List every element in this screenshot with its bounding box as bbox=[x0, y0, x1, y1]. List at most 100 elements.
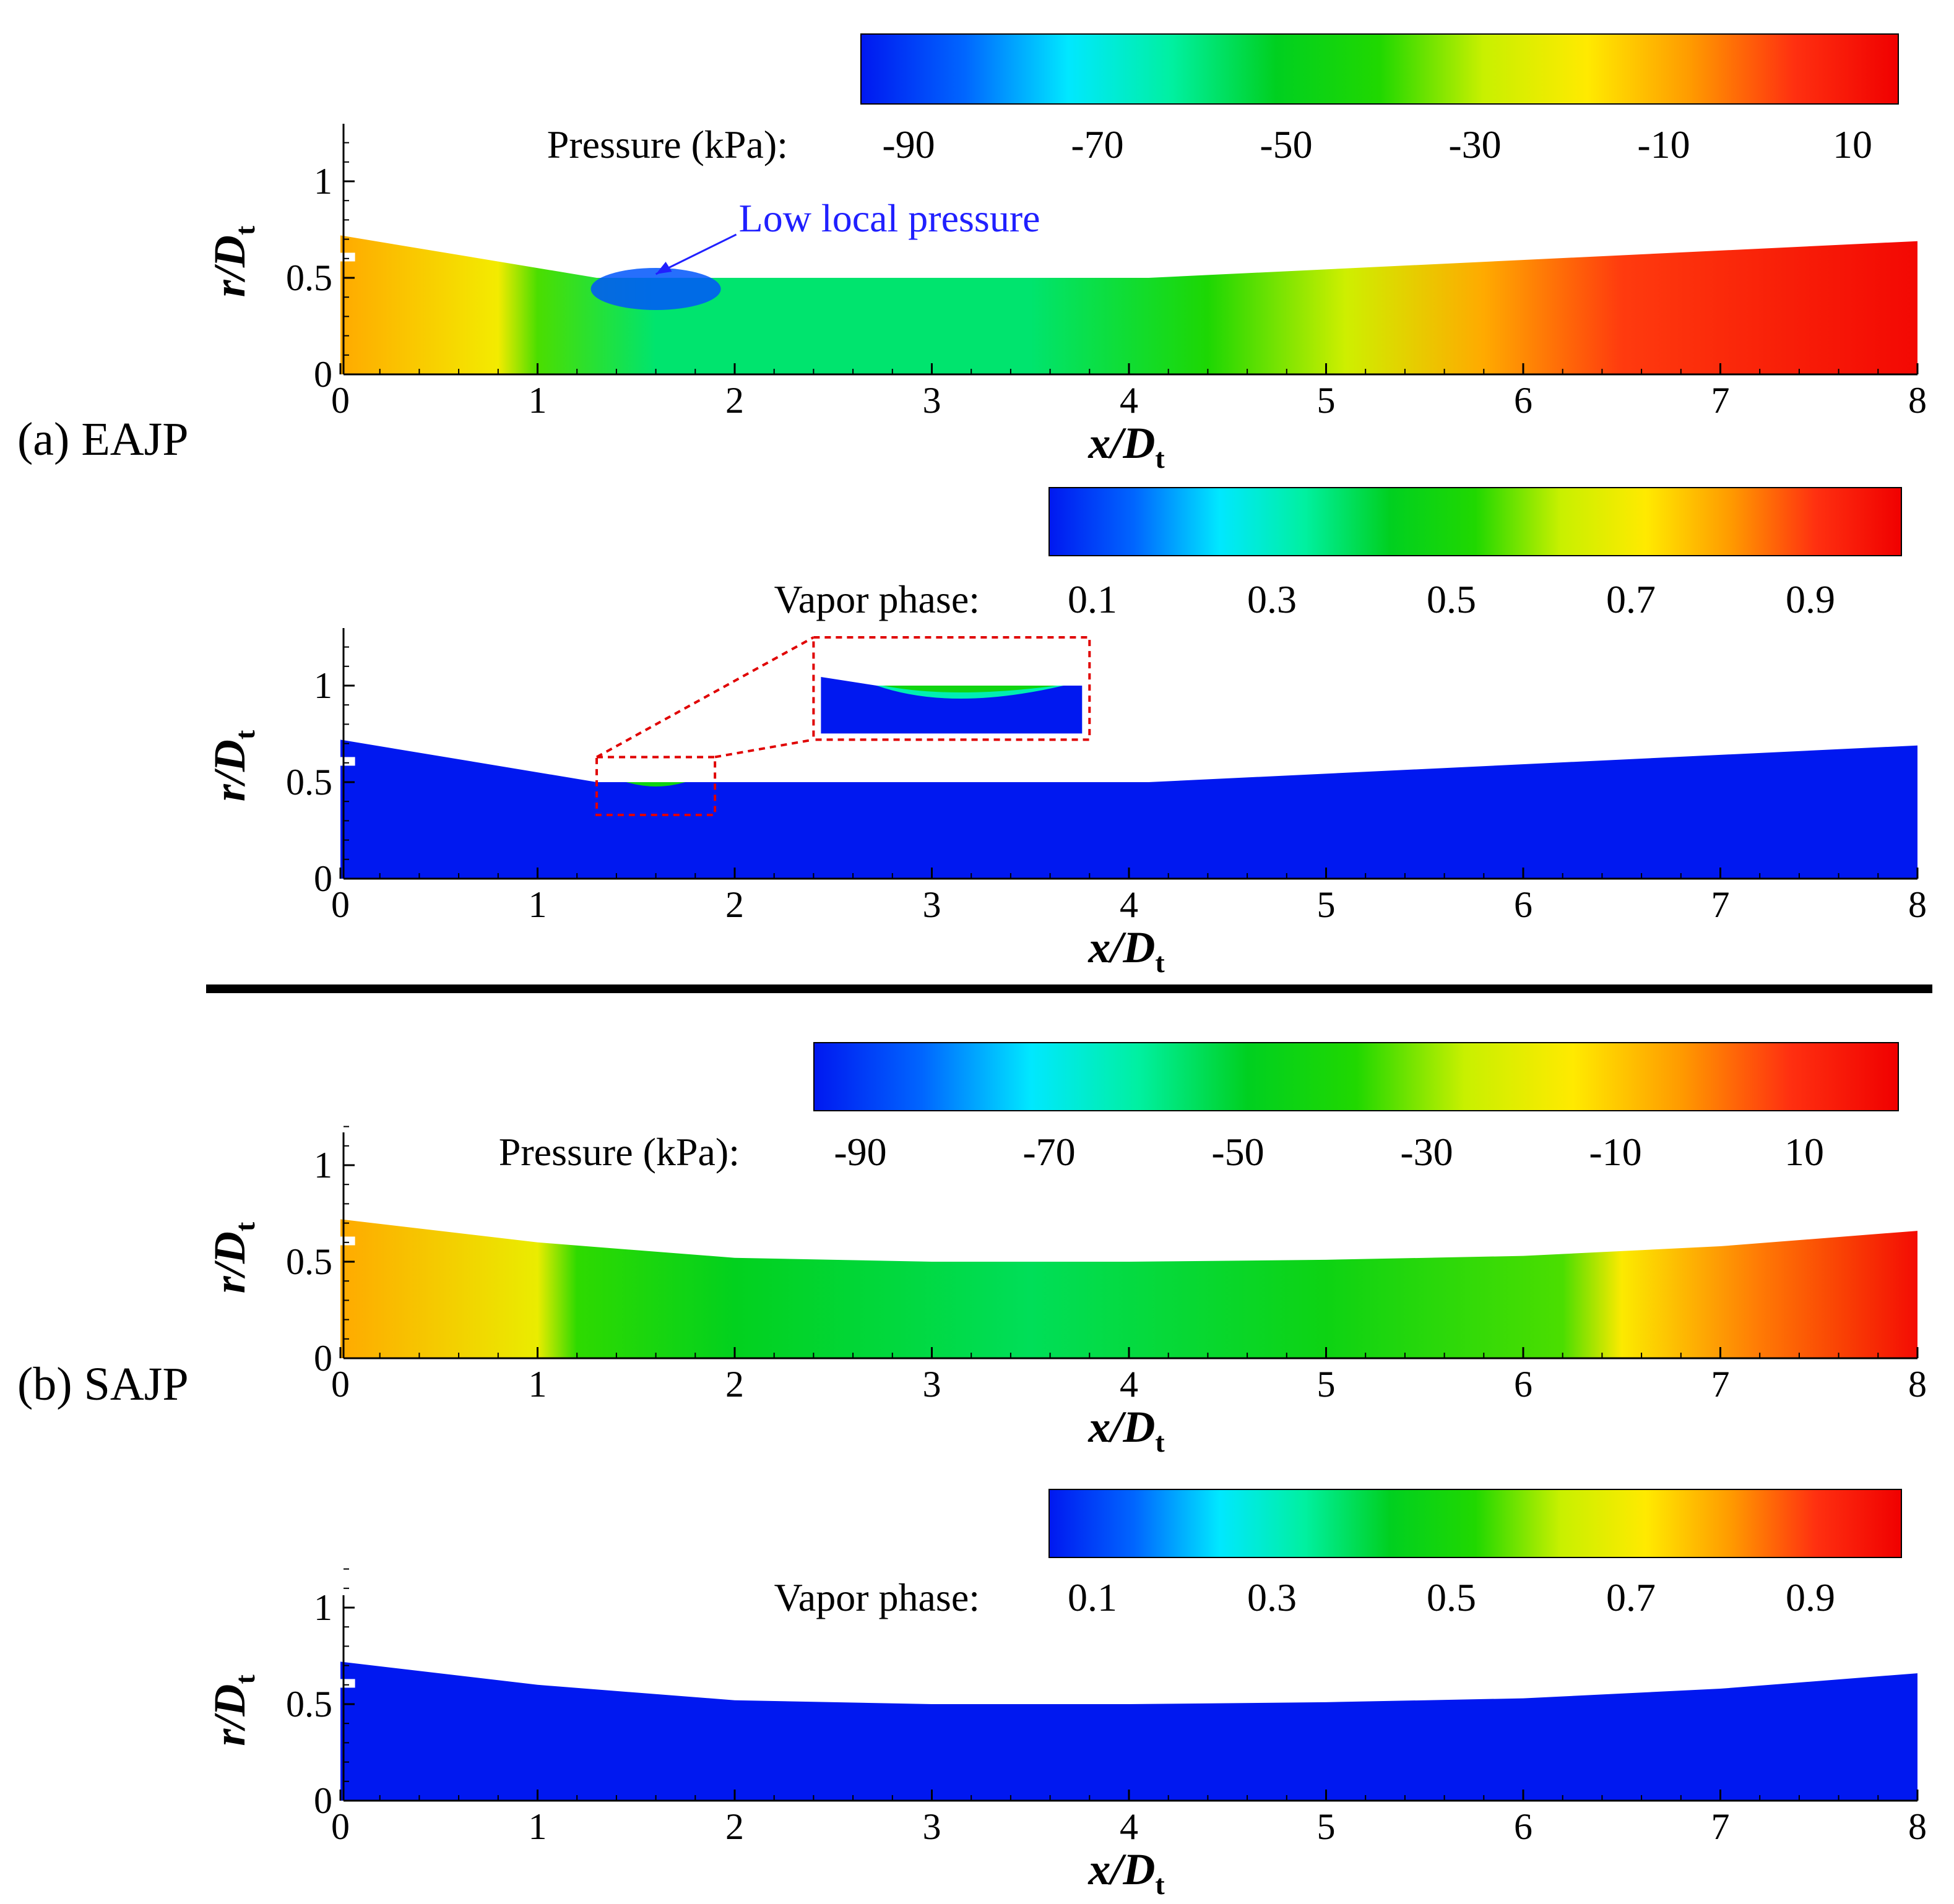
sajp-pressure-colorbar-tick-label: -30 bbox=[1400, 1130, 1453, 1174]
eajp-vapor-x-tick-label: 5 bbox=[1317, 884, 1336, 925]
eajp-pressure-x-tick-label: 5 bbox=[1317, 380, 1336, 421]
sajp-pressure-colorbar-tick-label: -70 bbox=[1022, 1130, 1075, 1174]
sajp-pressure-colorbar-tick-label: -50 bbox=[1211, 1130, 1264, 1174]
sajp-pressure-x-tick-label: 8 bbox=[1908, 1364, 1927, 1405]
eajp-pressure-x-tick-label: 1 bbox=[529, 380, 547, 421]
sajp-vapor-x-tick-label: 5 bbox=[1317, 1806, 1336, 1847]
eajp-vapor-x-tick-label: 6 bbox=[1514, 884, 1533, 925]
eajp-pressure-annotation-text: Low local pressure bbox=[739, 196, 1040, 240]
sajp-pressure-y-tick-label: 0.5 bbox=[286, 1241, 332, 1282]
eajp-vapor-colorbar-tick-label: 0.1 bbox=[1068, 577, 1117, 621]
sajp-pressure-y-tick-label: 1 bbox=[314, 1145, 332, 1186]
eajp-vapor-y-tick-label: 1 bbox=[314, 665, 332, 706]
eajp-vapor-x-tick-label: 8 bbox=[1908, 884, 1927, 925]
eajp-vapor-x-tick-label: 4 bbox=[1120, 884, 1138, 925]
eajp-pressure-x-tick-label: 4 bbox=[1120, 380, 1138, 421]
sajp-pressure-panel: -90 -70 -50 -30 -10 10 Pressure (kPa): 0 1 2 3 4 5 6 7… bbox=[205, 1042, 1927, 1458]
eajp-vapor-colorbar-tick-label: 0.7 bbox=[1606, 577, 1656, 621]
eajp-vapor-inlet-slot bbox=[336, 757, 355, 766]
eajp-vapor-colorbar-tick-label: 0.3 bbox=[1247, 577, 1297, 621]
eajp-vapor-x-tick-label: 7 bbox=[1711, 884, 1730, 925]
sajp-pressure-x-tick-label: 7 bbox=[1711, 1364, 1730, 1405]
sajp-pressure-colorbar-tick-label: -90 bbox=[834, 1130, 886, 1174]
panel-a-label: (a) EAJP bbox=[17, 413, 189, 465]
eajp-pressure-colorbar-tick-label: -90 bbox=[882, 123, 935, 166]
eajp-pressure-y-axis-title: r/Dt bbox=[205, 225, 261, 297]
sajp-pressure-x-axis-title: x/Dt bbox=[1087, 1402, 1165, 1458]
sajp-vapor-x-tick-label: 1 bbox=[529, 1806, 547, 1847]
eajp-vapor-y-tick-label: 0 bbox=[314, 858, 332, 899]
sajp-pressure-x-tick-label: 6 bbox=[1514, 1364, 1533, 1405]
eajp-pressure-y-tick-label: 1 bbox=[314, 161, 332, 202]
sajp-vapor-y-tick-label: 0.5 bbox=[286, 1684, 332, 1725]
sajp-pressure-colorbar-title: Pressure (kPa): bbox=[499, 1130, 740, 1174]
sajp-vapor-colorbar-tick-label: 0.9 bbox=[1786, 1575, 1835, 1619]
eajp-pressure-y-tick-label: 0 bbox=[314, 354, 332, 395]
eajp-pressure-colorbar-tick-label: -50 bbox=[1260, 123, 1312, 166]
eajp-vapor-colorbar-tick-label: 0.9 bbox=[1786, 577, 1835, 621]
eajp-pressure-x-tick-label: 6 bbox=[1514, 380, 1533, 421]
eajp-vapor-zoom-connector bbox=[714, 738, 814, 759]
sajp-pressure-inlet-slot bbox=[336, 1236, 355, 1246]
sajp-pressure-x-tick-label: 3 bbox=[923, 1364, 941, 1405]
panel-b-label: (b) SAJP bbox=[17, 1358, 189, 1410]
eajp-pressure-colorbar-tick-label: 10 bbox=[1833, 123, 1872, 166]
sajp-vapor-inlet-slot bbox=[336, 1679, 355, 1688]
sajp-vapor-colorbar-tick-label: 0.3 bbox=[1247, 1575, 1297, 1619]
eajp-pressure-colorbar-title: Pressure (kPa): bbox=[547, 123, 788, 166]
sajp-pressure-x-tick-label: 2 bbox=[725, 1364, 744, 1405]
eajp-pressure-y-tick-label: 0.5 bbox=[286, 257, 332, 298]
eajp-vapor-x-tick-label: 0 bbox=[331, 884, 350, 925]
sajp-vapor-flow-domain bbox=[340, 1661, 1917, 1801]
eajp-pressure-colorbar-tick-label: -30 bbox=[1448, 123, 1501, 166]
eajp-pressure-colorbar-tick-label: -10 bbox=[1637, 123, 1690, 166]
eajp-vapor-x-axis-title: x/Dt bbox=[1087, 923, 1165, 978]
sajp-pressure-colorbar-tick-label: 10 bbox=[1784, 1130, 1824, 1174]
sajp-vapor-x-tick-label: 0 bbox=[331, 1806, 350, 1847]
sajp-pressure-x-tick-label: 0 bbox=[331, 1364, 350, 1405]
eajp-pressure-x-tick-label: 2 bbox=[725, 380, 744, 421]
sajp-vapor-x-tick-label: 8 bbox=[1908, 1806, 1927, 1847]
sajp-vapor-x-tick-label: 7 bbox=[1711, 1806, 1730, 1847]
sajp-vapor-colorbar-title: Vapor phase: bbox=[774, 1575, 980, 1619]
sajp-vapor-y-tick-label: 0 bbox=[314, 1780, 332, 1821]
eajp-vapor-cavity bbox=[626, 782, 686, 786]
sajp-pressure-x-tick-label: 4 bbox=[1120, 1364, 1138, 1405]
eajp-vapor-panel: 0.1 0.3 0.5 0.7 0.9 Vapor phase: 0 1 2 3 4 5 6 7 8 0 0.5… bbox=[205, 487, 1927, 978]
sajp-pressure-x-tick-label: 1 bbox=[529, 1364, 547, 1405]
sajp-vapor-x-axis-title: x/Dt bbox=[1087, 1845, 1165, 1900]
eajp-vapor-colorbar-tick-label: 0.5 bbox=[1427, 577, 1476, 621]
sajp-pressure-flow-domain bbox=[340, 1219, 1917, 1358]
sajp-vapor-y-axis-title: r/Dt bbox=[205, 1674, 261, 1746]
sajp-vapor-x-tick-label: 2 bbox=[725, 1806, 744, 1847]
sajp-vapor-x-tick-label: 6 bbox=[1514, 1806, 1533, 1847]
eajp-vapor-x-tick-label: 2 bbox=[725, 884, 744, 925]
sajp-vapor-colorbar bbox=[1048, 1489, 1902, 1558]
eajp-vapor-y-tick-label: 0.5 bbox=[286, 762, 332, 803]
sajp-vapor-colorbar-tick-label: 0.5 bbox=[1427, 1575, 1476, 1619]
eajp-pressure-colorbar-tick-label: -70 bbox=[1071, 123, 1123, 166]
eajp-pressure-annotation-arrowhead bbox=[655, 262, 672, 274]
eajp-pressure-flow-domain bbox=[340, 235, 1917, 374]
eajp-pressure-inlet-slot bbox=[336, 252, 355, 262]
sajp-vapor-panel: 0.1 0.3 0.5 0.7 0.9 Vapor phase: 0 1 2 3 4 5 6 7 8 0 0.5… bbox=[205, 1489, 1927, 1900]
sajp-vapor-x-tick-label: 3 bbox=[923, 1806, 941, 1847]
eajp-vapor-colorbar bbox=[1048, 487, 1902, 556]
eajp-vapor-x-tick-label: 3 bbox=[923, 884, 941, 925]
eajp-vapor-x-tick-label: 1 bbox=[529, 884, 547, 925]
sajp-vapor-x-tick-label: 4 bbox=[1120, 1806, 1138, 1847]
sajp-vapor-colorbar-tick-label: 0.1 bbox=[1068, 1575, 1117, 1619]
eajp-vapor-colorbar-title: Vapor phase: bbox=[774, 577, 980, 621]
sajp-pressure-x-tick-label: 5 bbox=[1317, 1364, 1336, 1405]
eajp-vapor-zoom-box bbox=[595, 756, 717, 817]
eajp-vapor-zoom-connector bbox=[596, 636, 815, 759]
eajp-pressure-colorbar bbox=[860, 33, 1899, 105]
sajp-pressure-colorbar bbox=[813, 1042, 1899, 1111]
sajp-pressure-colorbar-tick-label: -10 bbox=[1589, 1130, 1641, 1174]
eajp-pressure-x-tick-label: 7 bbox=[1711, 380, 1730, 421]
eajp-vapor-flow-domain bbox=[340, 739, 1917, 879]
eajp-pressure-x-axis-title: x/Dt bbox=[1087, 418, 1165, 474]
